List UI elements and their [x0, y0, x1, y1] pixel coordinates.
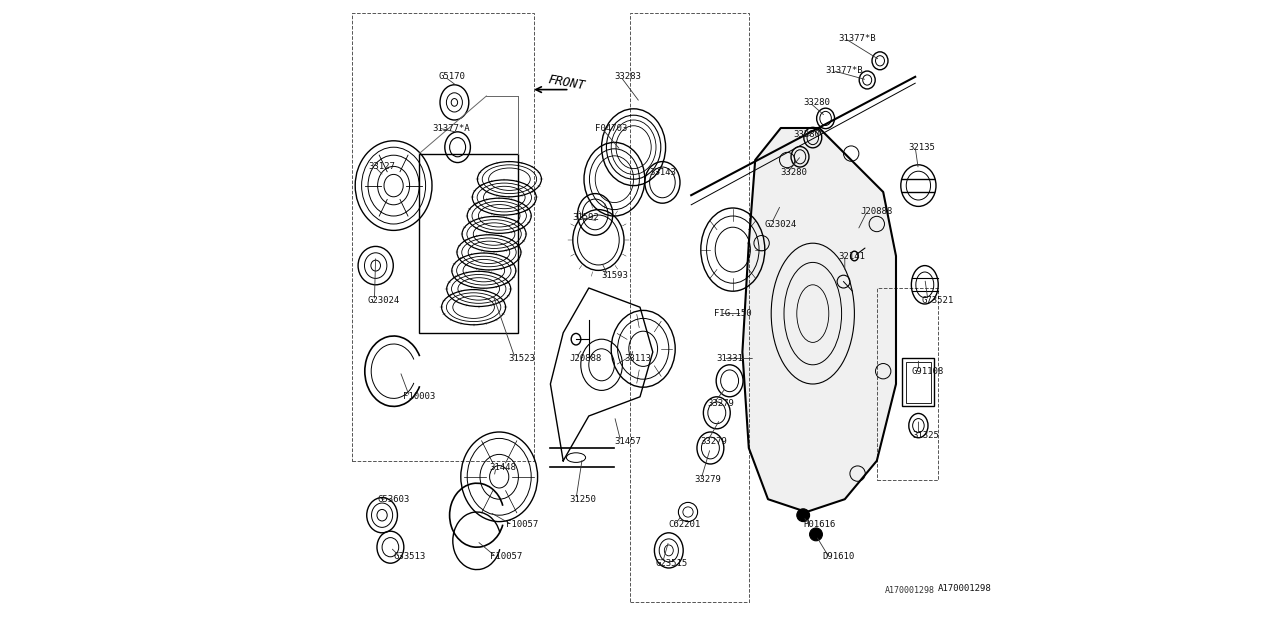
Text: 31377*B: 31377*B: [826, 66, 863, 75]
Bar: [902, 358, 934, 406]
Text: 33113: 33113: [625, 354, 650, 363]
Text: G23024: G23024: [765, 220, 797, 228]
Text: 33279: 33279: [701, 437, 727, 446]
Text: 31377*B: 31377*B: [838, 34, 876, 43]
Text: J20888: J20888: [860, 207, 893, 216]
Text: F10057: F10057: [506, 520, 538, 529]
Text: G53603: G53603: [378, 495, 410, 504]
Text: 31331: 31331: [717, 354, 744, 363]
Text: 31250: 31250: [570, 495, 596, 504]
Text: F10057: F10057: [490, 552, 522, 561]
Text: 33283: 33283: [614, 72, 641, 81]
Text: 31377*A: 31377*A: [433, 124, 470, 132]
Text: 33279: 33279: [694, 476, 721, 484]
Text: 31523: 31523: [508, 354, 535, 363]
Circle shape: [796, 509, 810, 522]
Text: 33127: 33127: [369, 162, 394, 171]
Text: 33280: 33280: [794, 130, 820, 139]
Text: G73521: G73521: [922, 296, 954, 305]
Text: FRONT: FRONT: [548, 74, 586, 93]
Ellipse shape: [571, 333, 581, 345]
Text: G23515: G23515: [657, 559, 689, 568]
Text: F04703: F04703: [595, 124, 627, 132]
Polygon shape: [742, 128, 896, 512]
Text: J20888: J20888: [570, 354, 602, 363]
Text: 33280: 33280: [804, 98, 829, 107]
Text: 32141: 32141: [838, 252, 865, 260]
Text: 32135: 32135: [909, 143, 936, 152]
Bar: [630, 13, 749, 602]
Text: G91108: G91108: [911, 367, 945, 376]
Text: G33513: G33513: [394, 552, 426, 561]
Text: 31325: 31325: [911, 431, 938, 440]
Text: F10003: F10003: [403, 392, 435, 401]
Bar: [352, 13, 535, 461]
Bar: [877, 288, 937, 480]
Text: H01616: H01616: [804, 520, 836, 529]
Text: A170001298: A170001298: [884, 586, 934, 595]
Text: 31592: 31592: [573, 213, 599, 222]
Text: 33280: 33280: [781, 168, 808, 177]
Text: G23024: G23024: [369, 296, 401, 305]
Text: 31448: 31448: [490, 463, 516, 472]
Bar: [906, 362, 932, 403]
Text: D91610: D91610: [823, 552, 855, 561]
Text: C62201: C62201: [668, 520, 701, 529]
Text: 31593: 31593: [602, 271, 628, 280]
Text: G5170: G5170: [438, 72, 465, 81]
Text: 33143: 33143: [650, 168, 676, 177]
Text: 31457: 31457: [614, 437, 641, 446]
Text: FIG.150: FIG.150: [714, 309, 751, 318]
Text: A170001298: A170001298: [937, 584, 991, 593]
Text: 33279: 33279: [708, 399, 733, 408]
Circle shape: [810, 528, 823, 541]
Bar: [420, 154, 518, 333]
